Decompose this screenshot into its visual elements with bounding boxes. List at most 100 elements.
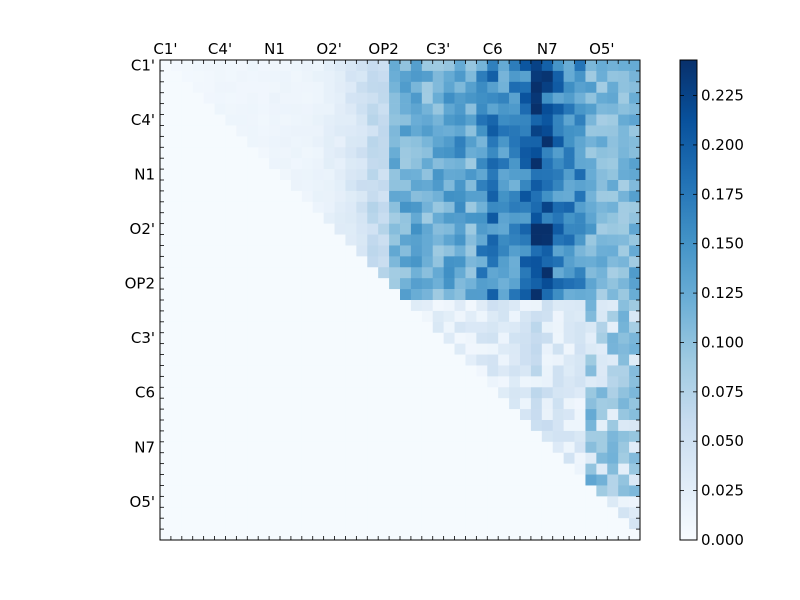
heatmap-cell	[247, 430, 259, 443]
heatmap-cell	[334, 496, 346, 508]
heatmap-cell	[465, 441, 477, 454]
heatmap-cell	[225, 420, 237, 432]
heatmap-cell	[509, 234, 521, 246]
heatmap-cell	[378, 103, 390, 115]
heatmap-cell	[476, 518, 488, 530]
heatmap-cell	[225, 441, 237, 454]
heatmap-cell	[629, 256, 641, 268]
heatmap-cell	[520, 234, 532, 246]
heatmap-cell	[530, 92, 543, 104]
heatmap-cell	[269, 321, 281, 334]
heatmap-cell	[585, 463, 597, 475]
heatmap-cell	[236, 387, 248, 399]
heatmap-cell	[520, 376, 532, 388]
heatmap-cell	[563, 452, 575, 464]
heatmap-cell	[498, 70, 510, 83]
heatmap-cell	[160, 92, 172, 104]
heatmap-cell	[269, 267, 281, 279]
heatmap-cell	[476, 289, 488, 301]
heatmap-cell	[563, 354, 575, 366]
heatmap-cell	[225, 256, 237, 268]
heatmap-cell	[421, 136, 434, 148]
heatmap-cell	[618, 463, 630, 475]
heatmap-cell	[607, 92, 619, 104]
heatmap-cell	[618, 321, 630, 334]
heatmap-cell	[541, 278, 554, 290]
heatmap-cell	[389, 398, 401, 410]
heatmap-cell	[160, 463, 172, 475]
heatmap-cell	[269, 376, 281, 388]
heatmap-cell	[247, 518, 259, 530]
heatmap-cell	[334, 398, 346, 410]
heatmap-cell	[236, 70, 248, 83]
heatmap-cell	[400, 92, 412, 104]
heatmap-cell	[214, 103, 226, 115]
heatmap-cell	[596, 147, 608, 159]
heatmap-cell	[389, 441, 401, 454]
heatmap-cell	[312, 365, 324, 377]
heatmap-cell	[160, 430, 172, 443]
heatmap-cell	[225, 201, 237, 214]
heatmap-cell	[476, 365, 488, 377]
heatmap-cell	[160, 256, 172, 268]
heatmap-cell	[301, 125, 314, 137]
heatmap-cell	[585, 256, 597, 268]
heatmap-cell	[192, 387, 204, 399]
heatmap-cell	[258, 70, 270, 83]
heatmap-cell	[410, 354, 423, 366]
heatmap-cell	[269, 245, 281, 257]
heatmap-cell	[192, 289, 204, 301]
heatmap-cell	[410, 452, 423, 464]
heatmap-cell	[181, 441, 194, 454]
heatmap-cell	[367, 212, 379, 224]
heatmap-cell	[530, 387, 543, 399]
heatmap-cell	[203, 147, 215, 159]
heatmap-cell	[225, 169, 237, 181]
heatmap-cell	[192, 278, 204, 290]
heatmap-cell	[410, 256, 423, 268]
heatmap-cell	[192, 496, 204, 508]
heatmap-cell	[509, 463, 521, 475]
heatmap-cell	[552, 234, 564, 246]
heatmap-cell	[214, 169, 226, 181]
heatmap-cell	[160, 300, 172, 312]
heatmap-cell	[432, 518, 444, 530]
heatmap-cell	[421, 420, 434, 432]
heatmap-cell	[410, 398, 423, 410]
heatmap-cell	[541, 518, 554, 530]
heatmap-cell	[203, 114, 215, 126]
heatmap-cell	[563, 430, 575, 443]
heatmap-cell	[618, 289, 630, 301]
heatmap-cell	[607, 398, 619, 410]
heatmap-cell	[367, 332, 379, 344]
heatmap-cell	[629, 70, 641, 83]
heatmap-cell	[301, 529, 314, 541]
heatmap-cell	[181, 474, 194, 486]
heatmap-cell	[323, 529, 335, 541]
heatmap-cell	[520, 267, 532, 279]
heatmap-cell	[585, 60, 597, 72]
heatmap-cell	[432, 190, 444, 203]
heatmap-cell	[345, 430, 357, 443]
heatmap-cell	[334, 92, 346, 104]
heatmap-cell	[312, 321, 324, 334]
heatmap-cell	[410, 420, 423, 432]
heatmap-cell	[443, 278, 455, 290]
heatmap-cell	[312, 430, 324, 443]
heatmap-cell	[170, 463, 183, 475]
heatmap-cell	[312, 332, 324, 344]
heatmap-cell	[629, 136, 641, 148]
heatmap-cell	[574, 234, 586, 246]
heatmap-cell	[596, 103, 608, 115]
heatmap-cell	[541, 365, 554, 377]
heatmap-cell	[509, 529, 521, 541]
heatmap-cell	[410, 387, 423, 399]
heatmap-cell	[476, 223, 488, 235]
heatmap-cell	[225, 518, 237, 530]
heatmap-cell	[312, 310, 324, 323]
heatmap-cell	[596, 223, 608, 235]
heatmap-cell	[301, 147, 314, 159]
heatmap-cell	[421, 485, 434, 497]
heatmap-cell	[247, 245, 259, 257]
heatmap-cell	[476, 507, 488, 519]
